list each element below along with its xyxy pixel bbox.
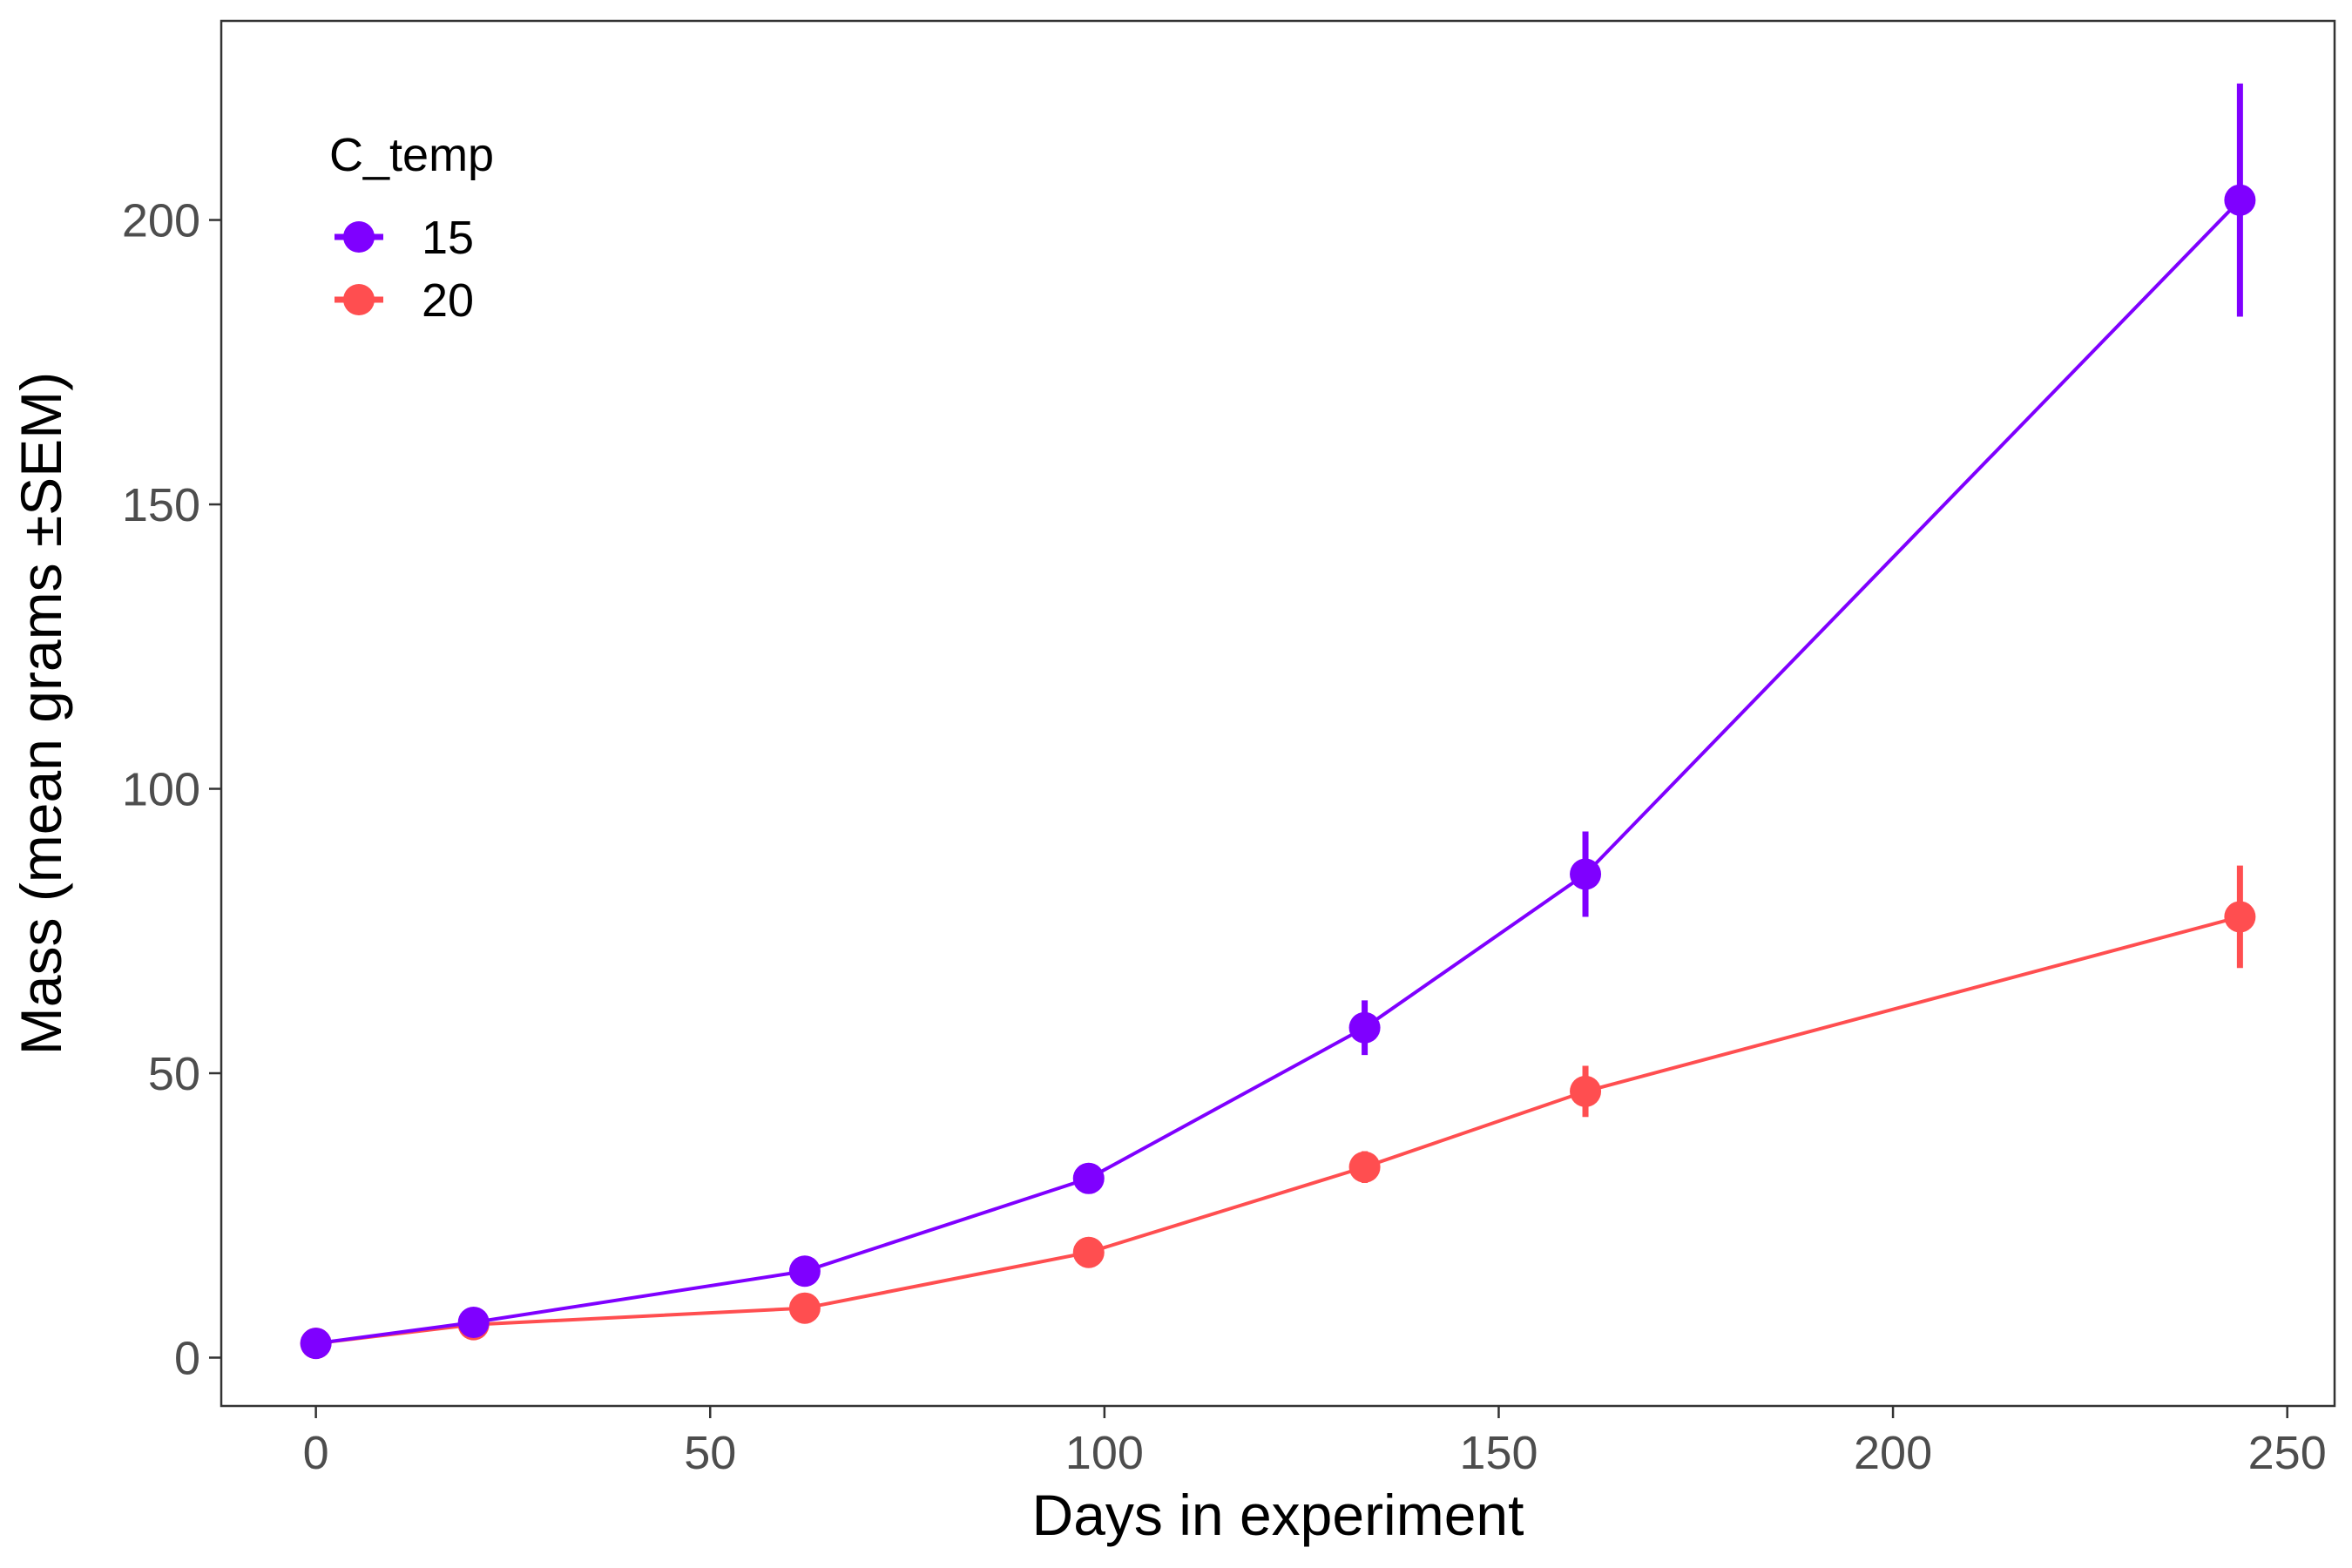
x-tick-label: 0 <box>303 1427 329 1479</box>
data-point <box>457 1307 490 1339</box>
y-axis-title: Mass (mean grams ±SEM) <box>9 372 73 1055</box>
legend-title: C_temp <box>329 129 494 181</box>
y-tick-label: 50 <box>148 1048 200 1100</box>
data-point <box>2224 184 2256 216</box>
data-point <box>300 1328 332 1360</box>
data-point <box>1570 858 1602 890</box>
y-tick-label: 100 <box>122 764 200 816</box>
legend-key-20: 20 <box>335 274 474 327</box>
legend-marker <box>343 284 375 315</box>
data-point <box>1072 1236 1105 1268</box>
data-point <box>1570 1075 1602 1107</box>
legend-marker <box>343 221 375 253</box>
x-axis-ticks: 0 50 100 150 200 250 <box>303 1406 2327 1479</box>
x-tick-label: 100 <box>1065 1427 1144 1479</box>
data-point <box>788 1292 821 1324</box>
legend-label: 15 <box>422 212 474 264</box>
x-tick-label: 200 <box>1854 1427 1932 1479</box>
x-tick-label: 250 <box>2248 1427 2327 1479</box>
y-tick-label: 150 <box>122 479 200 531</box>
y-tick-label: 200 <box>122 195 200 247</box>
data-point <box>788 1255 821 1288</box>
series-layer <box>300 83 2256 1360</box>
series-15 <box>300 83 2256 1360</box>
x-tick-label: 150 <box>1459 1427 1538 1479</box>
x-axis-title: Days in experiment <box>1032 1483 1524 1547</box>
x-tick-label: 50 <box>684 1427 736 1479</box>
y-tick-label: 0 <box>174 1332 200 1384</box>
legend-label: 20 <box>422 274 474 327</box>
y-axis-ticks: 0 50 100 150 200 <box>122 195 221 1384</box>
data-point <box>1348 1011 1381 1044</box>
plot-panel <box>220 19 2336 1408</box>
legend-key-15: 15 <box>335 212 474 264</box>
data-point <box>1348 1151 1381 1183</box>
data-point <box>1072 1162 1105 1194</box>
data-point <box>2224 901 2256 933</box>
